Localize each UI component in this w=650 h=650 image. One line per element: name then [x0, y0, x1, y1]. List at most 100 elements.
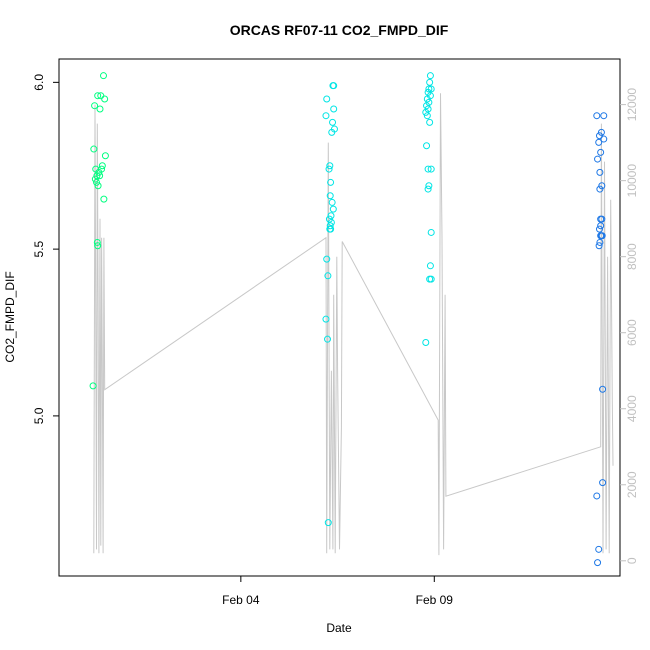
data-point [423, 112, 431, 120]
data-point [323, 255, 331, 263]
data-point [93, 238, 101, 246]
data-point [327, 178, 335, 186]
data-point [422, 339, 430, 347]
y2-tick-label: 4000 [625, 395, 639, 422]
y-axis: 5.0 5.5 6.0 [32, 74, 59, 424]
y2-axis: 0 2000 4000 6000 8000 10000 12000 [620, 88, 639, 564]
data-point [427, 228, 435, 236]
data-point [426, 118, 434, 126]
data-point [423, 142, 431, 150]
y2-tick-label: 0 [625, 557, 639, 564]
data-point [93, 178, 101, 186]
data-point [597, 148, 605, 156]
data-point [594, 559, 602, 567]
data-point [426, 78, 434, 86]
data-point [425, 182, 433, 190]
data-point [94, 92, 102, 100]
data-point [100, 195, 108, 203]
x-axis: Feb 04 Feb 09 [222, 576, 453, 607]
altitude-trace-line [93, 93, 614, 556]
data-point [595, 545, 603, 553]
data-point [426, 72, 434, 80]
data-point [326, 192, 334, 200]
data-point [330, 82, 338, 90]
data-point [322, 315, 330, 323]
data-point [596, 238, 604, 246]
data-point [91, 175, 99, 183]
data-point [96, 105, 104, 113]
data-point [597, 128, 605, 136]
y2-tick-label: 10000 [625, 164, 639, 198]
data-point [424, 165, 432, 173]
y2-tick-label: 12000 [625, 88, 639, 122]
data-point [596, 185, 604, 193]
data-point [596, 168, 604, 176]
x-tick-label: Feb 04 [222, 593, 260, 607]
data-point [91, 102, 99, 110]
data-point [597, 222, 605, 230]
data-point [101, 152, 109, 160]
data-point [422, 108, 430, 116]
data-point [95, 168, 103, 176]
data-point [423, 95, 431, 103]
data-point [598, 232, 606, 240]
data-point [595, 132, 603, 140]
data-point [595, 225, 603, 233]
data-point [94, 242, 102, 250]
y-tick-label: 5.0 [32, 407, 46, 424]
data-point [598, 182, 606, 190]
y-tick-label: 6.0 [32, 74, 46, 91]
data-point [423, 102, 431, 110]
y2-tick-label: 8000 [625, 243, 639, 270]
data-point [94, 182, 102, 190]
y2-tick-label: 2000 [625, 471, 639, 498]
data-point [594, 155, 602, 163]
data-point [327, 218, 335, 226]
data-point [427, 165, 435, 173]
data-point [424, 185, 432, 193]
data-point [595, 138, 603, 146]
data-point [328, 198, 336, 206]
altitude-trace-layer [93, 93, 614, 556]
data-point [600, 112, 608, 120]
data-point [427, 275, 435, 283]
data-point [96, 172, 104, 180]
data-point [324, 519, 332, 527]
data-point [322, 112, 330, 120]
data-point [330, 105, 338, 113]
data-points-layer [89, 72, 608, 567]
data-point [89, 382, 97, 390]
data-point [326, 222, 334, 230]
data-point [99, 72, 107, 80]
data-point [599, 479, 607, 487]
x-axis-label: Date [326, 621, 352, 635]
data-point [101, 95, 109, 103]
data-point [595, 242, 603, 250]
data-point [327, 212, 335, 220]
data-point [93, 172, 101, 180]
data-point [325, 215, 333, 223]
data-point [327, 225, 335, 233]
data-point [325, 165, 333, 173]
y2-tick-label: 6000 [625, 319, 639, 346]
plot-frame [58, 58, 621, 577]
data-point [426, 262, 434, 270]
data-point [425, 85, 433, 93]
data-point [329, 205, 337, 213]
data-point [324, 272, 332, 280]
data-point [600, 135, 608, 143]
data-point [328, 128, 336, 136]
x-tick-label: Feb 09 [416, 593, 454, 607]
chart-title: ORCAS RF07-11 CO2_FMPD_DIF [230, 22, 449, 38]
data-point [329, 118, 337, 126]
data-point [323, 95, 331, 103]
data-point [593, 492, 601, 500]
data-point [598, 215, 606, 223]
data-point [599, 385, 607, 393]
data-point [90, 145, 98, 153]
y-axis-label: CO2_FMPD_DIF [3, 271, 17, 362]
data-point [326, 162, 334, 170]
data-point [98, 162, 106, 170]
data-point [593, 112, 601, 120]
